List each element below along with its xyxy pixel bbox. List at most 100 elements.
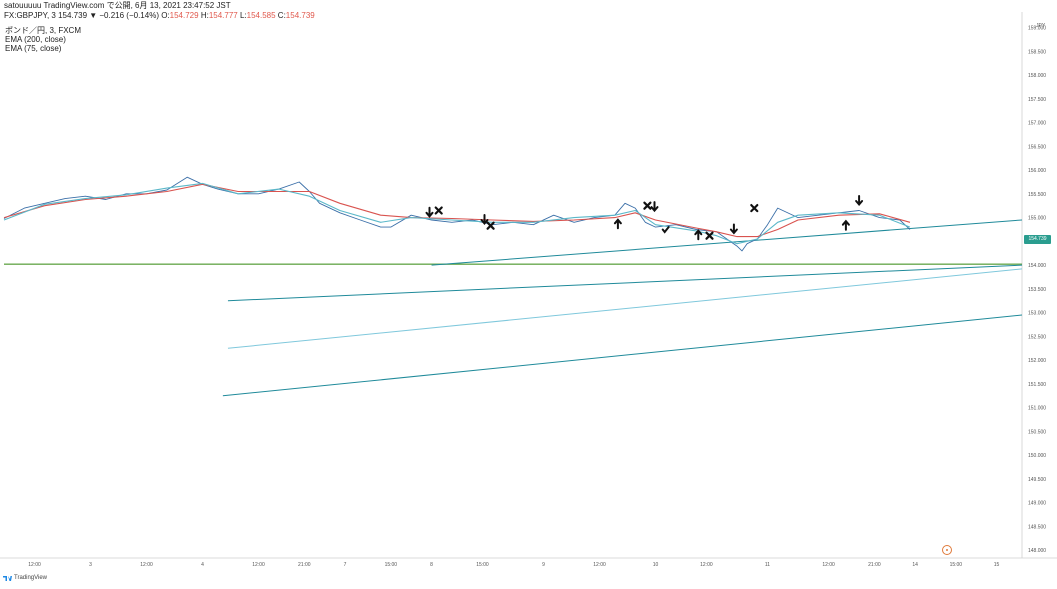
y-tick-label: 157.500 [1028,97,1046,103]
tradingview-logo-icon [3,576,12,581]
markers-layer [425,195,864,241]
legend-ema75[interactable]: EMA (75, close) [5,44,62,53]
cross-icon [750,204,759,213]
y-tick-label: 153.000 [1028,311,1046,317]
y-tick-label: 158.000 [1028,73,1046,79]
close-label: C: [277,11,286,20]
x-tick-label: 12:00 [822,562,835,568]
up-arrow-marker [613,218,622,230]
cross-icon [434,206,443,215]
open-value: 154.729 [169,11,199,20]
x-tick-label: 14 [912,562,918,568]
cross-marker [643,201,652,210]
x-tick-label: 21:00 [298,562,311,568]
y-tick-label: 151.500 [1028,382,1046,388]
cross-icon [643,201,652,210]
y-tick-label: 153.500 [1028,287,1046,293]
chart-header: satouuuuu TradingView.com で公開, 6月 13, 20… [4,1,315,21]
x-tick-label: 12:00 [252,562,265,568]
x-tick-label: 10 [653,562,659,568]
x-tick-label: 11 [765,562,770,568]
open-label: O: [161,11,170,20]
down-arrow-marker [480,214,489,226]
legend-ema200[interactable]: EMA (200, close) [5,35,66,44]
y-tick-label: 149.500 [1028,477,1046,483]
y-tick-label: 148.000 [1028,548,1046,554]
chart-legend: ポンド／円, 3, FXCM EMA (200, close) EMA (75,… [5,26,81,53]
cross-marker [486,221,495,230]
low-value: 154.585 [246,11,276,20]
series-layer [3,176,911,252]
x-tick-label: 15:00 [950,562,963,568]
y-tick-label: 156.500 [1028,144,1046,150]
close-value: 154.739 [285,11,315,20]
y-tick-label: 155.500 [1028,192,1046,198]
x-tick-label: 12:00 [28,562,41,568]
y-tick-label: 154.000 [1028,263,1046,269]
legend-symbol[interactable]: ポンド／円, 3, FXCM [5,26,82,35]
cross-icon [486,221,495,230]
y-tick-label: 156.000 [1028,168,1046,174]
time-axis[interactable]: 12:00 3 12:00 4 12:00 21:00 7 15:00 8 15:00 9 12:00… [28,562,999,568]
tradingview-logo: TradingView [3,575,47,581]
y-tick-label: 152.500 [1028,334,1046,340]
y-tick-label: 150.500 [1028,429,1046,435]
down-arrow-icon [480,214,489,226]
y-tick-label: 159.000 [1028,26,1046,32]
publish-info: satouuuuu TradingView.com で公開, 6月 13, 20… [4,1,231,10]
ema200-line [3,183,911,238]
axes [0,12,1057,559]
cross-marker [434,206,443,215]
symbol-change: FX:GBPJPY, 3 154.739 ▼ −0.216 (−0.14%) [4,11,162,20]
down-arrow-marker [729,223,738,235]
high-value: 154.777 [208,11,238,20]
trendline [431,219,1023,266]
x-tick-label: 15:00 [385,562,398,568]
x-tick-label: 15 [994,562,1000,568]
down-arrow-icon [855,195,864,207]
clock-icon[interactable] [942,545,952,555]
up-arrow-marker [841,219,850,231]
ema75-line [3,182,911,245]
cross-marker [750,204,759,213]
x-tick-label: 3 [89,562,92,568]
x-tick-label: 9 [542,562,545,568]
cross-marker [705,231,714,240]
y-tick-label: 148.500 [1028,524,1046,530]
logo-text: TradingView [14,575,48,581]
y-tick-label: 150.000 [1028,453,1046,459]
trendlines-layer [4,219,1023,397]
down-arrow-icon [729,223,738,235]
check-marker [661,226,670,234]
x-tick-label: 8 [430,562,433,568]
up-arrow-icon [613,218,622,230]
y-tick-label: 158.500 [1028,49,1046,55]
y-tick-label: 155.000 [1028,216,1046,222]
down-arrow-marker [425,206,434,218]
high-label: H: [200,11,209,20]
up-arrow-icon [841,219,850,231]
price-line [3,176,911,252]
x-tick-label: 4 [201,562,204,568]
down-arrow-icon [650,201,659,213]
up-arrow-marker [694,229,703,241]
down-arrow-marker [855,195,864,207]
cross-icon [705,231,714,240]
x-tick-label: 12:00 [140,562,153,568]
low-label: L: [239,11,247,20]
y-tick-label: 157.000 [1028,121,1046,127]
x-tick-label: 15:00 [476,562,489,568]
y-tick-label: 149.000 [1028,501,1046,507]
last-price-tag: 154.739 [1024,235,1051,244]
y-tick-label: 152.000 [1028,358,1046,364]
up-arrow-icon [694,229,703,241]
x-tick-label: 21:00 [868,562,881,568]
price-axis[interactable]: 159.000 158.500 158.000 157.500 157.000 156.5… [1028,26,1046,555]
y-tick-label: 151.000 [1028,406,1046,412]
down-arrow-icon [425,206,434,218]
x-tick-label: 12:00 [593,562,606,568]
trendline [222,314,1023,397]
down-arrow-marker [650,201,659,213]
currency-label: JPY [1036,23,1046,29]
